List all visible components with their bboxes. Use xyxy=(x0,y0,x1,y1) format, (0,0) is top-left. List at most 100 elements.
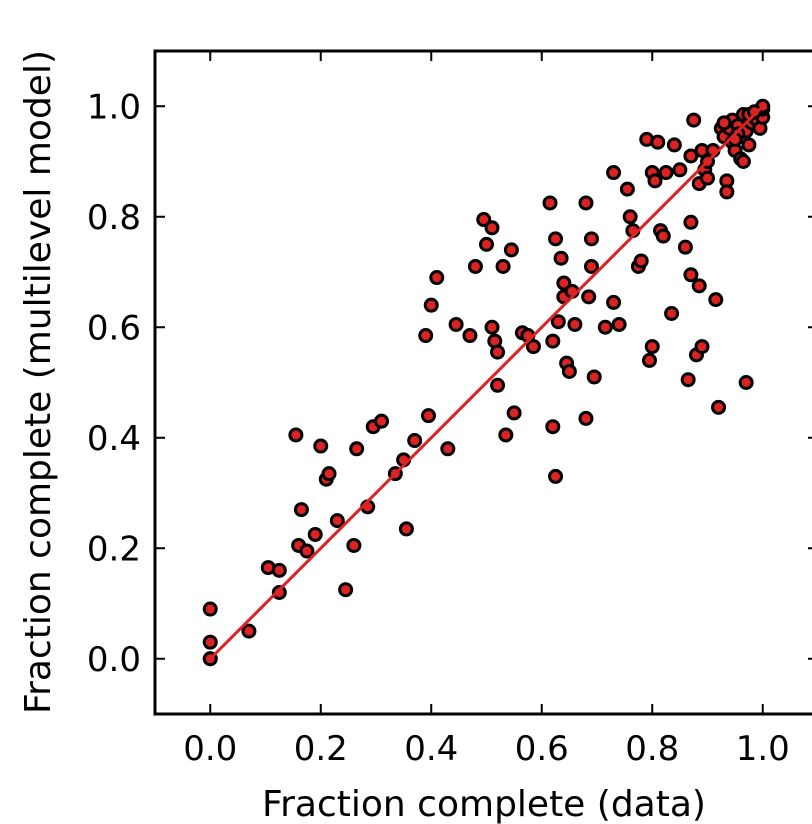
data-point-130 xyxy=(716,115,732,131)
data-point-84 xyxy=(655,228,671,244)
data-point-38 xyxy=(484,319,500,335)
data-point-53 xyxy=(548,231,564,247)
data-point-49 xyxy=(542,195,558,211)
data-point-22 xyxy=(374,413,390,429)
data-point-30 xyxy=(429,270,445,286)
x-tick-label: 0.4 xyxy=(404,729,458,769)
x-axis-label: Fraction complete (data) xyxy=(262,784,706,824)
data-point-0 xyxy=(202,601,218,617)
data-point-78 xyxy=(641,352,657,368)
y-tick-label: 0.4 xyxy=(87,419,141,459)
data-point-19 xyxy=(349,441,365,457)
data-point-67 xyxy=(586,369,602,385)
data-point-121 xyxy=(741,137,757,153)
data-point-45 xyxy=(506,405,522,421)
data-point-36 xyxy=(479,236,494,252)
data-point-13 xyxy=(313,438,329,454)
data-point-81 xyxy=(647,173,663,189)
x-tick-label: 0.6 xyxy=(515,729,569,769)
data-point-70 xyxy=(606,294,622,310)
data-point-99 xyxy=(694,339,710,355)
data-point-96 xyxy=(691,278,707,294)
data-point-88 xyxy=(672,162,688,178)
x-tick-label: 0.2 xyxy=(294,729,348,769)
data-point-91 xyxy=(683,267,699,283)
data-point-63 xyxy=(578,410,594,426)
data-point-92 xyxy=(683,214,699,230)
data-point-119 xyxy=(738,375,754,390)
data-point-41 xyxy=(490,344,506,360)
data-point-55 xyxy=(553,250,569,266)
data-point-28 xyxy=(420,408,436,424)
data-point-90 xyxy=(680,372,696,388)
y-tick-label: 0.2 xyxy=(87,529,141,569)
data-point-72 xyxy=(619,181,635,197)
data-point-44 xyxy=(503,242,519,258)
x-tick-label: 1.0 xyxy=(736,729,790,769)
data-point-69 xyxy=(606,165,622,181)
data-point-40 xyxy=(490,377,506,393)
data-point-64 xyxy=(581,289,597,305)
data-point-82 xyxy=(650,134,666,150)
data-point-16 xyxy=(329,513,345,529)
data-point-10 xyxy=(293,502,309,518)
y-tick-label: 0.8 xyxy=(87,198,141,238)
data-point-76 xyxy=(633,253,649,269)
data-point-54 xyxy=(550,314,566,330)
x-tick-label: 0.8 xyxy=(625,729,679,769)
reference-line xyxy=(209,105,764,660)
data-point-71 xyxy=(611,316,627,332)
data-point-59 xyxy=(561,363,577,379)
data-point-29 xyxy=(423,297,439,313)
data-point-25 xyxy=(398,521,414,537)
data-point-68 xyxy=(597,319,613,335)
y-tick-label: 0.0 xyxy=(87,640,141,680)
data-point-1 xyxy=(202,634,218,650)
data-point-32 xyxy=(448,316,464,332)
data-point-43 xyxy=(498,427,514,443)
data-point-85 xyxy=(658,165,674,181)
y-tick-label: 1.0 xyxy=(87,87,141,127)
data-point-65 xyxy=(583,231,599,247)
axes: 0.0 0.2 0.4 0.6 0.8 1.0 0.0 0.2 0.4 0.6 0.8 1.0 xyxy=(87,49,812,769)
data-point-73 xyxy=(622,209,638,225)
data-point-51 xyxy=(545,333,561,349)
data-points xyxy=(202,98,771,667)
data-point-27 xyxy=(418,328,434,344)
data-point-109 xyxy=(719,184,735,200)
data-point-118 xyxy=(735,154,751,169)
data-point-18 xyxy=(346,537,362,553)
data-point-61 xyxy=(567,316,583,332)
data-point-7 xyxy=(271,584,287,600)
data-point-66 xyxy=(583,258,599,274)
data-point-101 xyxy=(700,170,715,186)
data-point-42 xyxy=(495,258,511,274)
x-tick-label: 0.0 xyxy=(183,729,237,769)
data-point-8 xyxy=(288,427,304,443)
data-point-94 xyxy=(686,112,702,128)
data-point-33 xyxy=(462,328,478,344)
data-point-37 xyxy=(484,220,500,236)
data-point-50 xyxy=(545,419,561,435)
data-point-52 xyxy=(548,468,564,484)
data-point-31 xyxy=(440,441,456,457)
data-point-105 xyxy=(711,399,727,415)
data-point-4 xyxy=(241,623,257,639)
data-point-86 xyxy=(664,305,680,321)
data-point-133 xyxy=(746,104,762,120)
data-point-104 xyxy=(708,292,724,308)
data-point-12 xyxy=(307,526,323,542)
data-point-15 xyxy=(321,466,337,482)
data-point-79 xyxy=(644,339,660,355)
data-point-48 xyxy=(525,339,541,355)
data-point-11 xyxy=(299,543,315,559)
data-point-34 xyxy=(467,258,483,274)
data-point-89 xyxy=(677,239,693,255)
data-point-87 xyxy=(666,137,682,153)
data-point-26 xyxy=(407,433,423,449)
data-point-6 xyxy=(271,562,287,578)
data-point-17 xyxy=(338,582,354,598)
y-axis-label: Fraction complete (multilevel model) xyxy=(18,50,59,714)
